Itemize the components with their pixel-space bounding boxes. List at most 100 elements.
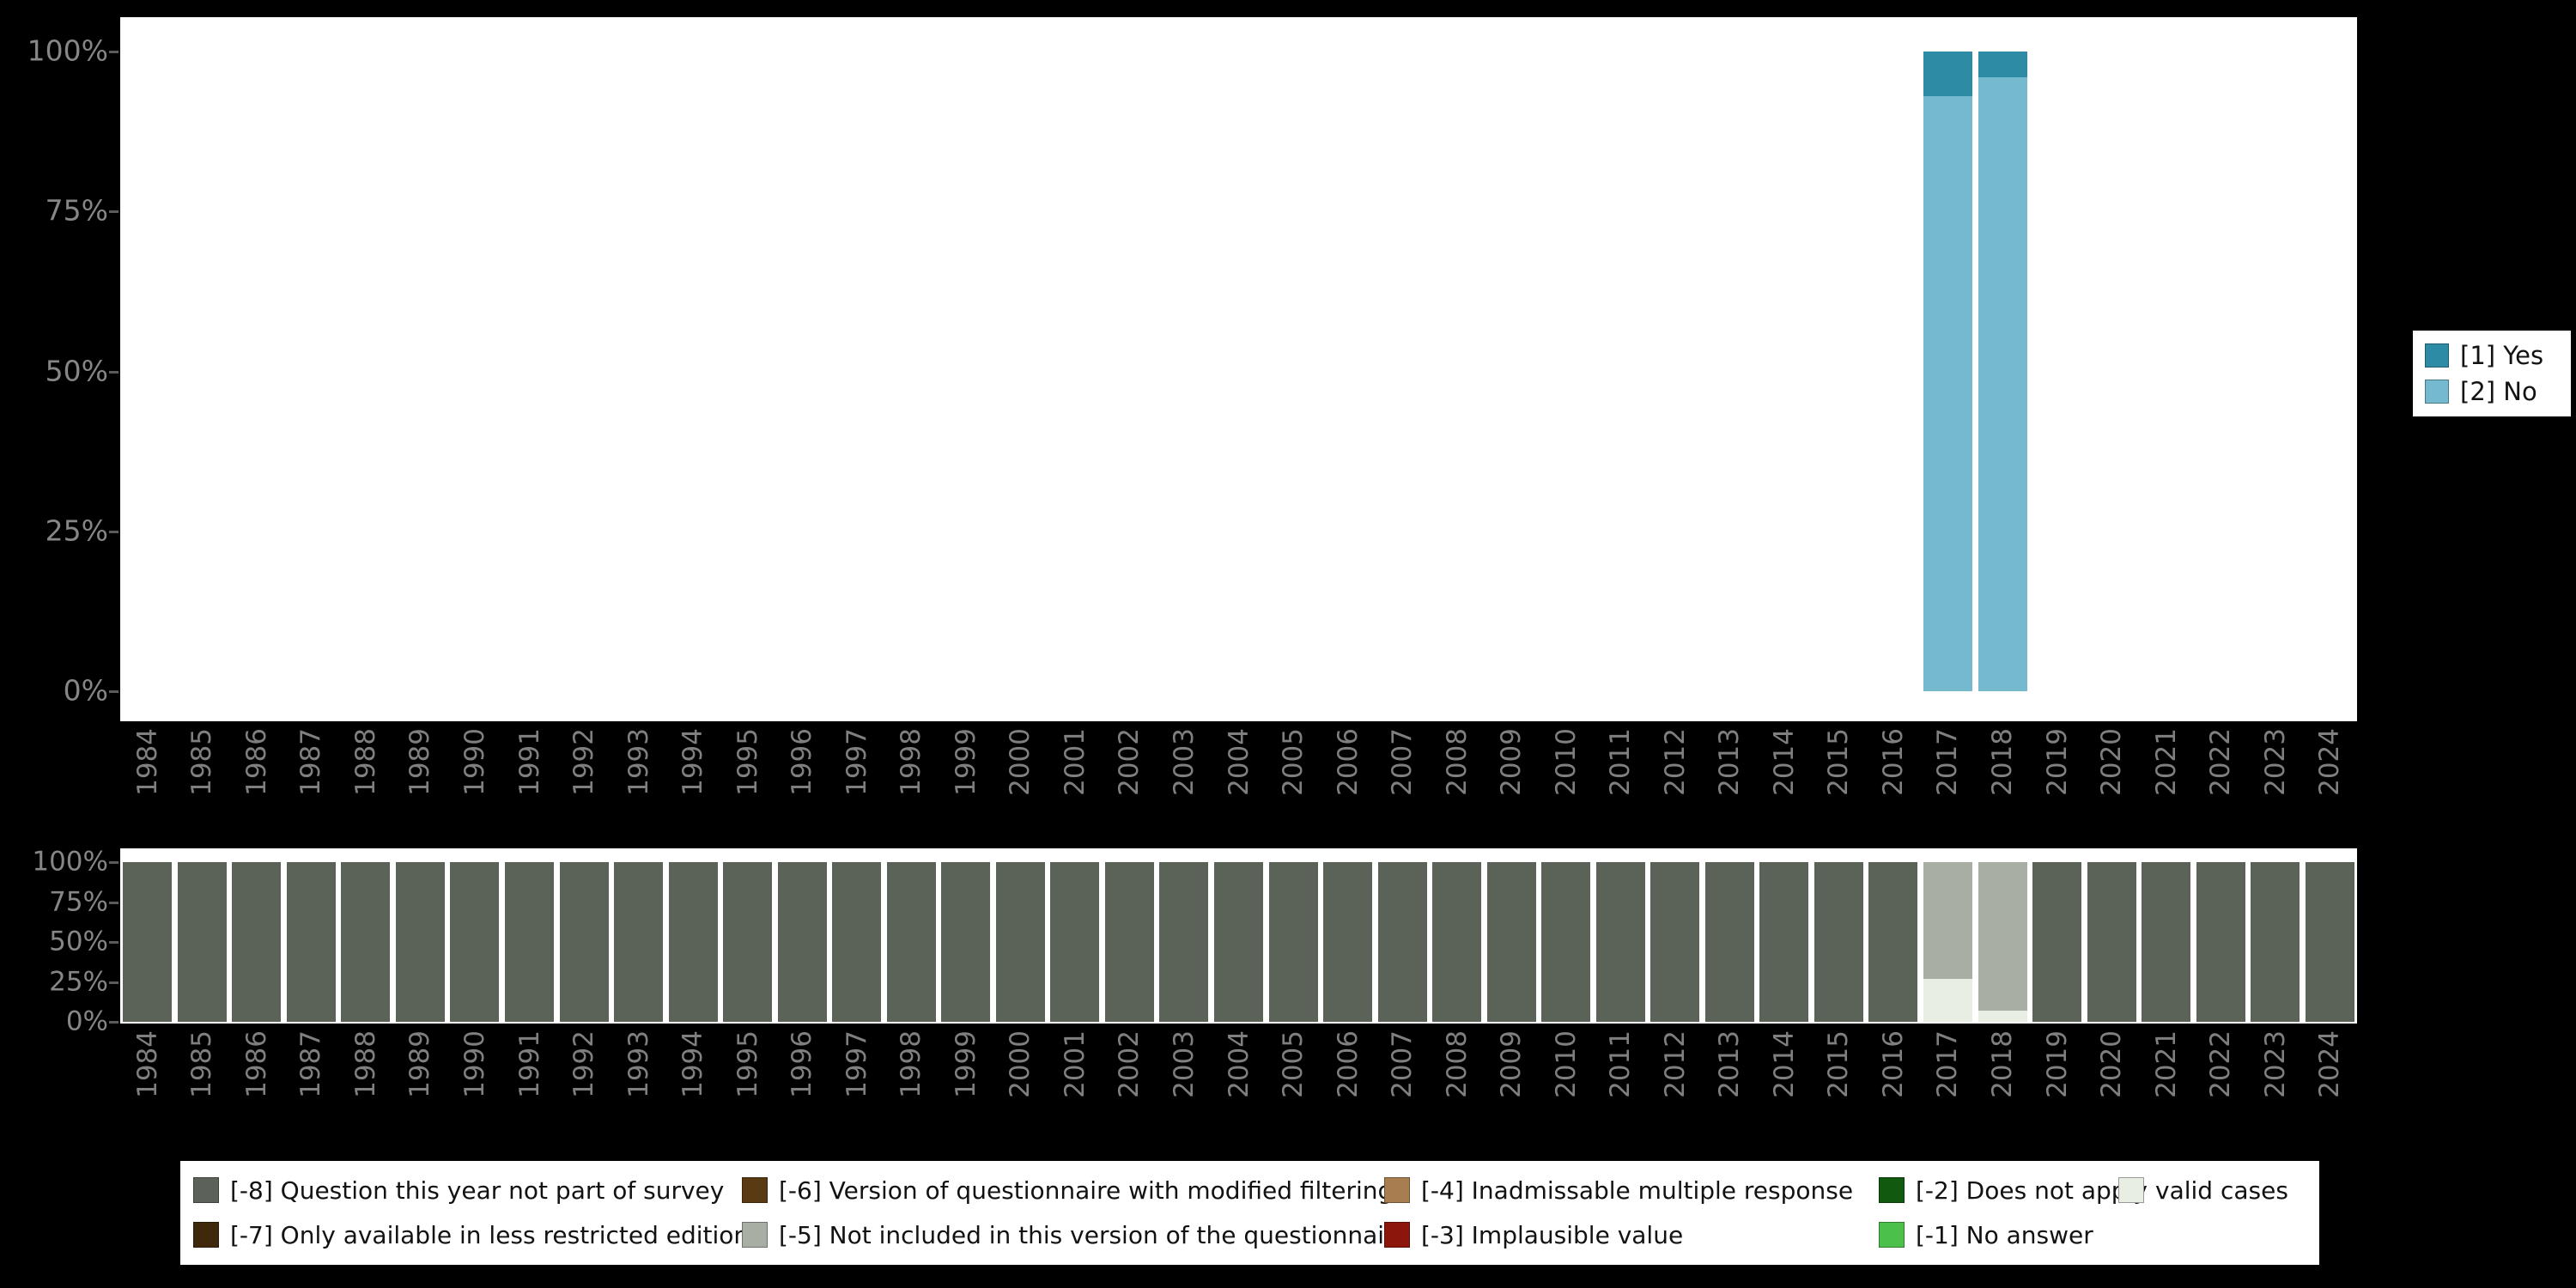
legend-item: [2] No [2425,377,2559,406]
x-tick-label-1996: 1996 [787,1030,818,1098]
bar-segment-1993-m8 [614,862,664,1022]
x-tick-label-1993: 1993 [623,728,654,796]
x-tick-label-2023: 2023 [2259,728,2291,796]
legend-swatch-valid [2118,1177,2144,1203]
x-tick-label-2017: 2017 [1932,728,1964,796]
bar-segment-2023-m8 [2251,862,2300,1022]
y-tick-label: 25% [49,965,108,997]
bar-segment-2021-m8 [2142,862,2191,1022]
bar-segment-2022-m8 [2196,862,2245,1022]
bar-segment-2010-m8 [1541,862,1591,1022]
bar-segment-2005-m8 [1268,862,1318,1022]
x-tick-label-1989: 1989 [404,1030,436,1098]
x-tick-label-2024: 2024 [2314,728,2346,796]
bar-segment-1984-m8 [123,862,173,1022]
x-tick-label-2006: 2006 [1332,728,1364,796]
x-tick-label-2002: 2002 [1114,1030,1145,1098]
x-tick-label-1984: 1984 [131,728,163,796]
bar-segment-2017-m5 [1923,862,1972,979]
x-tick-label-1994: 1994 [677,728,709,796]
y-tick-mark [109,1021,118,1024]
bar-segment-2017-no [1923,96,1972,691]
legend-swatch-m4 [1384,1177,1410,1203]
x-tick-label-1999: 1999 [950,1030,981,1098]
x-tick-label-2021: 2021 [2150,728,2182,796]
x-tick-label-2019: 2019 [2041,1030,2073,1098]
legend-swatch-m8 [193,1177,219,1203]
x-tick-label-2016: 2016 [1877,1030,1909,1098]
x-tick-label-2001: 2001 [1059,728,1091,796]
bar-segment-1999-m8 [941,862,991,1022]
bar-segment-2020-m8 [2087,862,2136,1022]
legend-label: valid cases [2155,1176,2288,1205]
x-tick-label-1994: 1994 [677,1030,709,1098]
x-tick-label-2000: 2000 [1005,1030,1036,1098]
x-tick-label-2003: 2003 [1168,1030,1200,1098]
x-tick-label-2014: 2014 [1768,728,1800,796]
bar-segment-2008-m8 [1432,862,1482,1022]
x-tick-label-1986: 1986 [240,728,272,796]
bar-segment-2012-m8 [1650,862,1700,1022]
x-tick-label-2000: 2000 [1005,728,1036,796]
x-tick-label-2004: 2004 [1223,728,1255,796]
x-tick-label-1986: 1986 [240,1030,272,1098]
legend-item: [-2] Does not apply [1879,1176,2148,1205]
x-tick-label-1984: 1984 [131,1030,163,1098]
x-tick-label-2022: 2022 [2205,1030,2237,1098]
x-tick-label-2002: 2002 [1114,728,1145,796]
bar-segment-1997-m8 [832,862,882,1022]
legend-item: [-7] Only available in less restricted e… [193,1221,749,1249]
x-tick-label-1989: 1989 [404,728,436,796]
bar-segment-2018-yes [1978,52,2027,77]
y-tick-label: 50% [49,926,108,957]
x-tick-label-2023: 2023 [2259,1030,2291,1098]
bar-segment-2009-m8 [1486,862,1536,1022]
bar-segment-1998-m8 [886,862,936,1022]
legend-item: [-8] Question this year not part of surv… [193,1176,742,1205]
bar-segment-1995-m8 [723,862,773,1022]
bar-segment-1985-m8 [177,862,227,1022]
x-tick-label-1998: 1998 [896,728,927,796]
y-tick-label: 100% [27,33,108,68]
x-tick-label-2018: 2018 [1987,728,2018,796]
x-tick-label-1995: 1995 [732,1030,763,1098]
y-tick-mark [109,51,118,53]
legend-label: [2] No [2460,377,2537,406]
legend-swatch-m2 [1879,1177,1905,1203]
legend-swatch-no [2425,380,2449,404]
bar-segment-2015-m8 [1814,862,1863,1022]
legend-item: [-3] Implausible value [1384,1221,1879,1249]
x-tick-label-1991: 1991 [513,728,545,796]
legend-label: [-4] Inadmissable multiple response [1421,1176,1854,1205]
legend-swatch-m7 [193,1222,219,1248]
x-tick-label-2011: 2011 [1605,728,1637,796]
y-tick-label: 100% [32,846,108,878]
x-tick-label-1988: 1988 [349,728,381,796]
x-tick-label-1999: 1999 [950,728,981,796]
x-tick-label-2012: 2012 [1659,728,1691,796]
x-tick-label-2012: 2012 [1659,1030,1691,1098]
x-tick-label-1997: 1997 [841,1030,872,1098]
x-tick-label-2024: 2024 [2314,1030,2346,1098]
x-tick-label-1990: 1990 [459,728,490,796]
x-tick-label-2001: 2001 [1059,1030,1091,1098]
bar-segment-2003-m8 [1159,862,1209,1022]
x-tick-label-2020: 2020 [2096,1030,2128,1098]
legend-label: [-3] Implausible value [1421,1220,1684,1249]
x-tick-label-2007: 2007 [1387,1030,1419,1098]
legend-label: [-7] Only available in less restricted e… [230,1220,750,1249]
value-legend: [1] Yes [2] No [2413,331,2571,416]
x-tick-label-2010: 2010 [1550,1030,1582,1098]
x-tick-label-2009: 2009 [1496,1030,1528,1098]
legend-swatch-m3 [1384,1222,1410,1248]
x-tick-label-1992: 1992 [568,1030,600,1098]
y-tick-label: 75% [45,193,108,228]
x-tick-label-2013: 2013 [1714,728,1746,796]
top-chart-panel [120,17,2357,721]
bar-segment-2016-m8 [1868,862,1918,1022]
bar-segment-1996-m8 [777,862,827,1022]
bar-segment-2000-m8 [995,862,1045,1022]
x-tick-label-2007: 2007 [1387,728,1419,796]
bar-segment-1986-m8 [232,862,282,1022]
